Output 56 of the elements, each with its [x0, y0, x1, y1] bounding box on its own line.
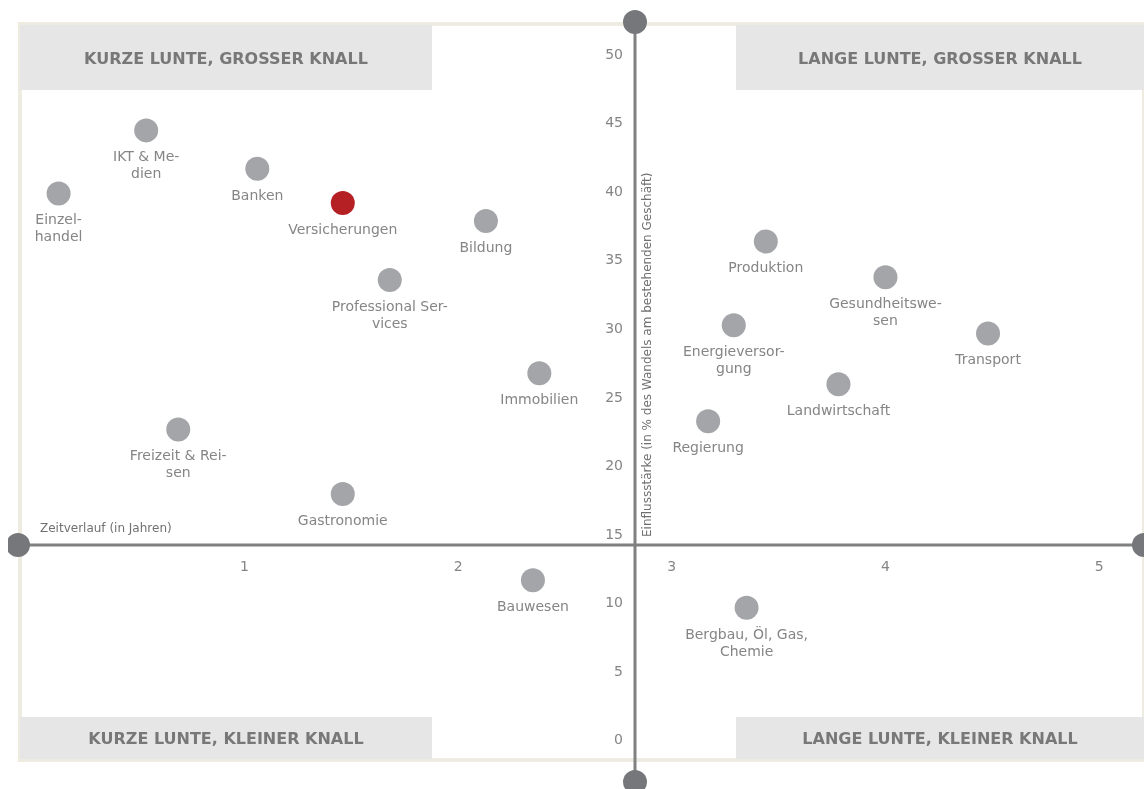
y-tick-label: 45: [605, 114, 623, 131]
x-tick-label: 3: [667, 558, 677, 574]
annotation: Bildung: [459, 238, 513, 255]
point: [473, 208, 498, 233]
annotation: Landwirtschaft: [786, 402, 891, 419]
annotation: KURZE LUNTE, KLEINER KNALL: [88, 729, 364, 748]
y-tick-label: 15: [605, 525, 623, 542]
annotation: Gastronomie: [297, 511, 388, 528]
x-tick-label: 5: [1094, 558, 1104, 574]
annotation: Professional Ser- vices: [331, 297, 448, 331]
x-tick-label: 4: [881, 558, 891, 574]
annotation: Energieversor- gung: [682, 343, 785, 376]
annotation: Produktion: [728, 259, 804, 276]
y-axis-title: Einflussstärke (in % des Wandels am bestehenden Geschäft): [640, 172, 654, 537]
point: [330, 481, 355, 506]
annotation: Versicherungen: [288, 221, 398, 238]
point: [721, 313, 746, 338]
annotation: Bergbau, Öl, Gas, Chemie: [685, 624, 809, 659]
annotation: Bauwesen: [496, 598, 569, 615]
point: [826, 372, 851, 397]
point: [330, 191, 355, 216]
annotation: Einzel- handel: [34, 211, 83, 245]
y-tick-label: 0: [614, 731, 623, 748]
x-axis-title: Zeitverlauf (in Jahren): [40, 521, 172, 535]
y-tick-label: 20: [605, 457, 623, 474]
point: [46, 181, 71, 206]
point: [696, 409, 721, 434]
annotation: Regierung: [672, 439, 744, 456]
point: [527, 361, 552, 386]
point: [873, 265, 898, 290]
x-tick-label: 1: [240, 558, 249, 574]
y-tick-label: 10: [605, 594, 623, 611]
annotation: LANGE LUNTE, GROSSER KNALL: [798, 48, 1082, 68]
point: [976, 321, 1001, 346]
point: [377, 267, 402, 292]
annotation: KURZE LUNTE, GROSSER KNALL: [84, 48, 368, 68]
annotation: Freizeit & Rei- sen: [129, 447, 227, 481]
annotation: LANGE LUNTE, KLEINER KNALL: [802, 729, 1078, 748]
y-tick-label: 50: [605, 45, 623, 62]
point: [166, 417, 191, 442]
point: [245, 156, 270, 181]
annotation: Immobilien: [500, 391, 579, 408]
annotation: Gesundheitswe- sen: [829, 295, 942, 328]
annotation: Banken: [231, 186, 284, 203]
point: [134, 118, 159, 143]
point: [753, 229, 778, 254]
annotation: Transport: [954, 351, 1022, 368]
y-tick-label: 5: [614, 662, 623, 679]
x-tick-label: 2: [453, 558, 463, 574]
y-tick-label: 30: [605, 319, 623, 336]
y-tick-label: 25: [605, 388, 623, 405]
y-tick-label: 40: [605, 182, 623, 199]
y-tick-label: 35: [605, 251, 623, 268]
point: [734, 595, 759, 620]
point: [520, 568, 545, 593]
annotation: IKT & Me- dien: [113, 148, 180, 182]
